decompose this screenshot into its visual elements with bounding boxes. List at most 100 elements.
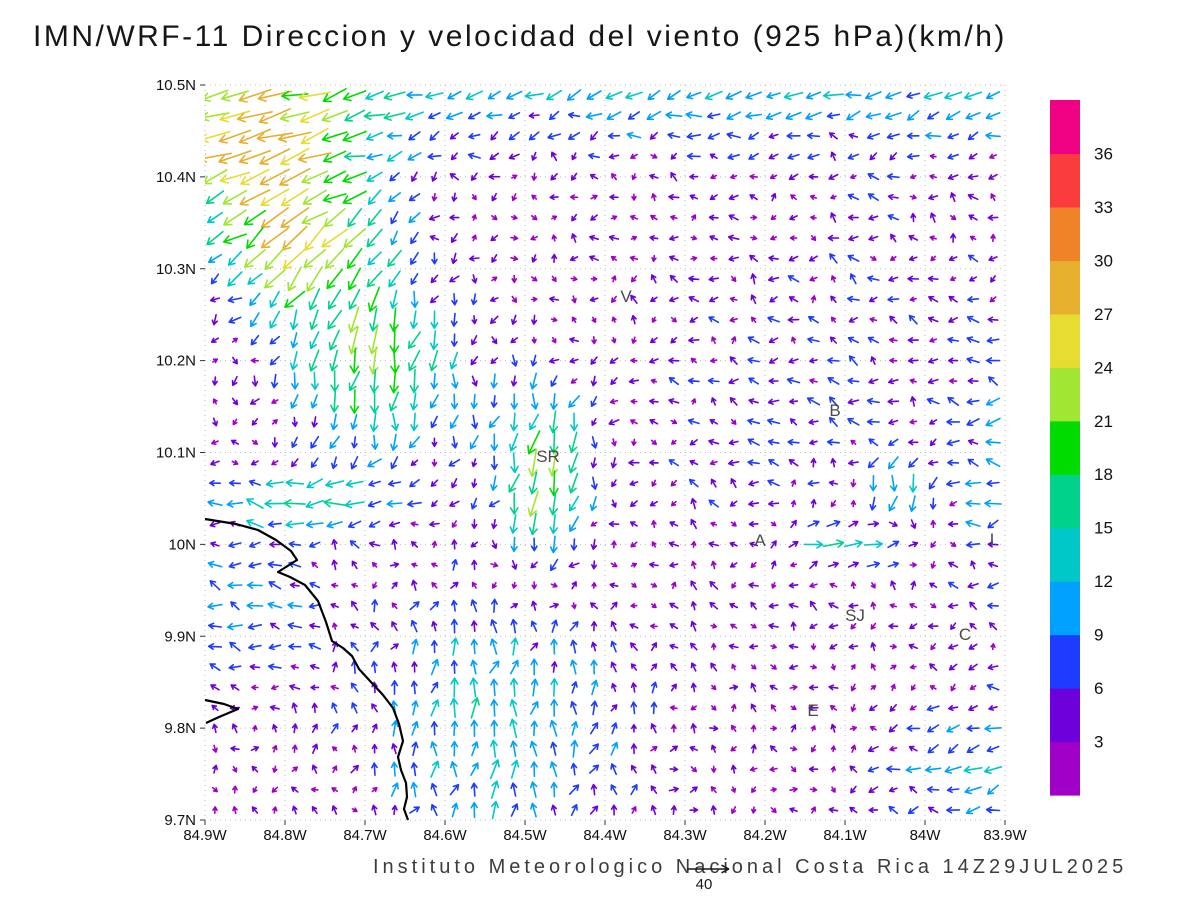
wind-arrow <box>531 194 538 200</box>
wind-arrow <box>767 398 780 405</box>
wind-arrow <box>930 561 936 569</box>
wind-arrow <box>509 514 518 534</box>
wind-arrow <box>790 194 797 201</box>
wind-arrow <box>549 357 560 364</box>
wind-arrow <box>570 701 578 715</box>
station-labels: V B SR A SJ C E I <box>536 287 994 720</box>
wind-arrow <box>451 802 459 818</box>
wind-arrow <box>309 331 320 350</box>
wind-arrow <box>407 152 422 161</box>
wind-arrow <box>668 398 680 405</box>
wind-arrow <box>927 623 939 630</box>
wind-arrow <box>351 807 358 813</box>
colorbar-tick-label: 33 <box>1094 198 1113 217</box>
wind-arrow <box>830 295 837 303</box>
wind-arrow <box>391 804 398 816</box>
wind-arrow <box>430 658 440 676</box>
wind-arrow <box>530 642 539 651</box>
y-tick-label: 10.3N <box>156 261 196 278</box>
wind-arrow <box>631 806 637 814</box>
x-tick-label: 84.7W <box>343 827 387 844</box>
wind-arrow <box>530 354 538 367</box>
wind-arrow <box>390 230 398 246</box>
wind-arrow <box>549 296 560 303</box>
wind-arrow <box>386 500 403 508</box>
wind-arrow <box>790 562 797 568</box>
wind-arrow <box>430 782 438 797</box>
wind-arrow <box>259 148 291 165</box>
wind-arrow <box>367 209 382 227</box>
wind-arrow <box>806 132 821 140</box>
wind-arrow <box>547 132 561 140</box>
wind-arrow <box>885 91 902 100</box>
wind-arrow <box>928 459 939 466</box>
wind-arrow <box>847 295 860 303</box>
wind-arrow <box>987 582 999 589</box>
wind-arrow <box>589 255 599 262</box>
wind-arrow <box>889 152 898 161</box>
wind-arrow <box>352 786 358 794</box>
wind-arrow <box>866 418 880 426</box>
wind-arrow <box>844 539 863 548</box>
wind-arrow <box>223 209 247 226</box>
wind-arrow <box>331 582 339 589</box>
wind-arrow <box>789 664 799 670</box>
wind-arrow <box>948 561 959 568</box>
wind-arrow <box>280 207 310 228</box>
wind-arrow <box>745 112 762 120</box>
wind-arrow <box>390 761 398 777</box>
wind-arrow <box>530 761 538 778</box>
wind-arrow <box>729 562 738 568</box>
wind-arrow <box>765 111 782 120</box>
wind-arrow <box>950 622 957 630</box>
wind-arrow <box>510 235 519 241</box>
wind-arrow <box>271 419 278 425</box>
wind-arrow <box>531 254 537 263</box>
wind-arrow <box>524 91 544 100</box>
wind-arrow <box>264 246 286 270</box>
wind-arrow <box>628 378 640 385</box>
wind-arrow <box>609 582 619 589</box>
wind-arrow <box>849 765 858 773</box>
wind-arrow <box>510 603 519 609</box>
wind-arrow <box>947 521 959 528</box>
wind-arrow <box>690 682 697 693</box>
station-label-c: C <box>959 625 971 644</box>
wind-arrow <box>669 745 678 752</box>
wind-arrow <box>325 248 345 269</box>
wind-arrow <box>888 276 899 282</box>
wind-arrow <box>306 478 324 489</box>
wind-arrow <box>729 397 738 406</box>
wind-arrow <box>451 252 458 265</box>
wind-arrow <box>311 806 318 815</box>
wind-arrow <box>830 786 836 793</box>
wind-arrow <box>709 296 719 303</box>
colorbar-segment <box>1050 581 1080 636</box>
colorbar-segment <box>1050 634 1080 689</box>
wind-arrow <box>383 112 406 121</box>
wind-arrow <box>947 133 959 140</box>
wind-arrow <box>551 234 557 242</box>
wind-arrow <box>665 111 683 119</box>
wind-arrow <box>669 562 679 568</box>
wind-arrow <box>431 252 438 265</box>
wind-arrow <box>386 132 403 140</box>
wind-arrow <box>770 704 777 712</box>
wind-arrow <box>511 295 517 303</box>
wind-arrow <box>946 806 961 814</box>
wind-arrow <box>968 643 978 650</box>
wind-arrow <box>810 457 817 468</box>
wind-arrow <box>209 663 221 671</box>
wind-arrow <box>570 378 578 384</box>
wind-arrow <box>530 561 538 569</box>
wind-arrow <box>927 724 940 733</box>
wind-arrow <box>909 419 918 425</box>
wind-arrow <box>471 375 478 387</box>
wind-arrow <box>270 622 280 630</box>
wind-arrow <box>950 215 957 221</box>
wind-arrow <box>907 806 919 815</box>
wind-arrow <box>471 519 478 529</box>
wind-arrow <box>450 152 458 161</box>
wind-arrow <box>807 336 820 344</box>
wind-arrow <box>570 804 578 817</box>
